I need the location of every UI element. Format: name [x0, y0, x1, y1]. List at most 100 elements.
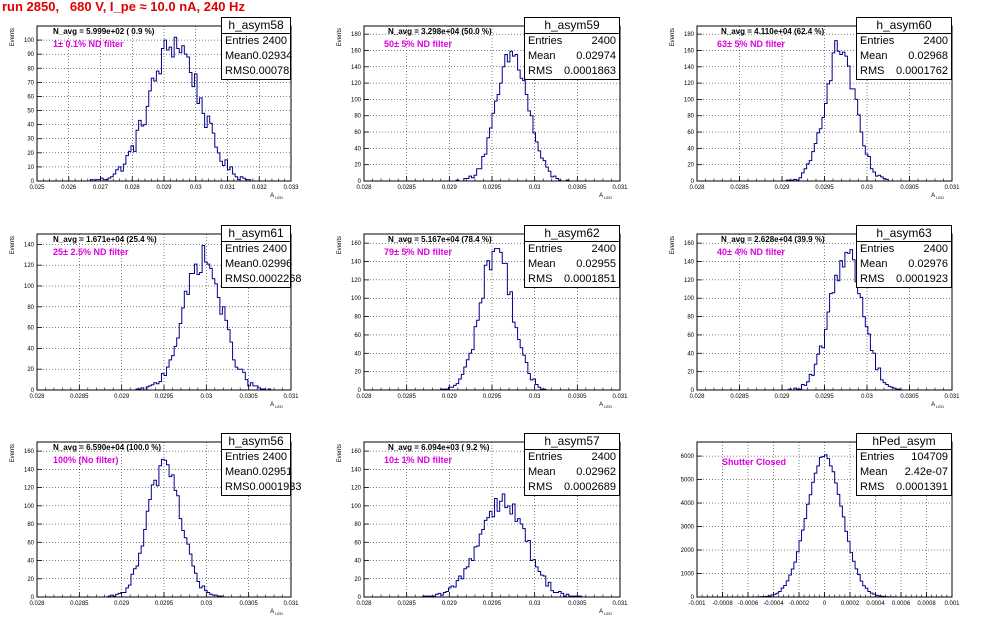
stats-box: h_asym58 Entries 2400 Mean 0.02934 RMS 0.00078 [221, 17, 292, 80]
x-tick-label: 0.028 [29, 394, 45, 400]
y-tick-label: 160 [351, 48, 362, 54]
y-tick-label: 80 [687, 114, 694, 120]
y-tick-label: 40 [687, 146, 694, 152]
x-tick-label: 0.028 [356, 394, 372, 400]
y-tick-label: 2000 [681, 548, 695, 554]
x-tick-label: 0.0285 [397, 394, 416, 400]
x-axis-title: A LED [599, 609, 612, 616]
y-tick-label: 120 [684, 81, 695, 87]
stats-box: h_asym63 Entries 2400 Mean 0.02976 RMS 0.00019… [856, 225, 952, 288]
x-tick-label: 0.029 [156, 185, 172, 191]
y-tick-label: 180 [351, 32, 362, 38]
x-tick-label: 0.031 [612, 394, 628, 400]
y-tick-label: 100 [24, 38, 35, 44]
stats-key: RMS [860, 481, 885, 493]
y-tick-label: 0 [31, 595, 35, 601]
stats-key: RMS [860, 65, 885, 77]
stats-box: hPed_asym Entries 104709 Mean 2.42e-07 RMS 0.0… [856, 433, 952, 496]
y-tick-label: 80 [354, 315, 361, 321]
y-tick-label: 100 [351, 97, 362, 103]
x-tick-label: 0.0285 [70, 394, 89, 400]
y-tick-label: 20 [27, 151, 34, 157]
y-tick-label: 0 [31, 179, 35, 185]
stats-key: RMS [225, 65, 250, 77]
x-tick-label: 0.0305 [900, 185, 919, 191]
stats-value: 0.02962 [576, 466, 616, 478]
y-axis-title: Events [670, 28, 676, 46]
stats-value: 0.0002268 [249, 273, 302, 285]
stats-row-mean: Mean 0.02934 [222, 49, 292, 64]
x-tick-label: 0.0305 [239, 601, 258, 607]
y-tick-label: 0 [691, 179, 695, 185]
y-tick-label: 3000 [681, 525, 695, 531]
y-tick-label: 20 [687, 163, 694, 169]
x-tick-label: 0.0008 [917, 601, 936, 607]
histogram-line [364, 493, 620, 598]
navg-label: N_avg = 6.590e+04 (100.0 %) [53, 443, 161, 452]
x-tick-label: 0.0295 [483, 185, 502, 191]
x-tick-label: 0.031 [220, 185, 236, 191]
y-tick-label: 80 [27, 522, 34, 528]
stats-row-rms: RMS 0.0002689 [525, 480, 619, 495]
y-tick-label: 0 [31, 388, 35, 394]
stats-row-entries: Entries 2400 [525, 242, 619, 257]
y-tick-label: 140 [684, 260, 695, 266]
x-tick-label: 0.001 [944, 601, 960, 607]
stats-value: 0.0001923 [896, 273, 948, 285]
stats-value: 2400 [923, 243, 948, 255]
y-tick-label: 120 [351, 81, 362, 87]
y-tick-label: 100 [684, 296, 695, 302]
stats-box: h_asym61 Entries 2400 Mean 0.02996 RMS 0.00022… [221, 225, 301, 288]
stats-title: h_asym59 [525, 18, 619, 34]
x-tick-label: 0.031 [283, 601, 299, 607]
y-tick-label: 120 [24, 263, 35, 269]
x-tick-label: 0.029 [774, 185, 790, 191]
navg-label: N_avg = 1.671e+04 (25.4 %) [53, 235, 157, 244]
y-tick-label: 50 [27, 109, 34, 115]
x-tick-label: 0.033 [283, 185, 299, 191]
y-tick-label: 40 [27, 346, 34, 352]
y-tick-label: 140 [351, 467, 362, 473]
filter-label: 50± 5% ND filter [384, 39, 452, 49]
histogram-line [37, 36, 291, 182]
navg-label: N_avg = 3.298e+04 (50.0 %) [388, 27, 492, 36]
x-tick-label: 0.03 [861, 394, 873, 400]
x-tick-label: 0.027 [93, 185, 109, 191]
stats-title: hPed_asym [857, 434, 951, 450]
y-tick-label: 160 [684, 48, 695, 54]
stats-row-rms: RMS 0.0001851 [525, 272, 619, 287]
x-axis-title: A LED [599, 193, 612, 200]
stats-value: 0.02996 [252, 258, 293, 270]
y-tick-label: 80 [27, 305, 34, 311]
filter-label: 40± 4% ND filter [717, 247, 785, 257]
filter-label: 79± 5% ND filter [384, 247, 452, 257]
y-tick-label: 40 [27, 123, 34, 129]
stats-key: Mean [860, 50, 888, 62]
stats-title: h_asym58 [222, 18, 290, 34]
stats-box: h_asym59 Entries 2400 Mean 0.02974 RMS 0.00018… [524, 17, 620, 80]
y-axis-title: Events [337, 444, 343, 462]
stats-key: Entries [225, 451, 260, 463]
x-tick-label: 0.0295 [155, 601, 174, 607]
stats-row-rms: RMS 0.0001762 [857, 64, 951, 79]
stats-value: 2400 [262, 35, 287, 47]
y-tick-label: 80 [687, 315, 694, 321]
y-tick-label: 80 [27, 66, 34, 72]
x-tick-label: 0.026 [61, 185, 77, 191]
y-tick-label: 80 [354, 114, 361, 120]
stats-row-entries: Entries 2400 [857, 34, 951, 49]
x-tick-label: 0.0295 [483, 394, 502, 400]
stats-value: 2400 [591, 451, 616, 463]
x-tick-label: 0.0285 [397, 185, 416, 191]
stats-row-entries: Entries 2400 [525, 34, 619, 49]
y-tick-label: 4000 [681, 501, 695, 507]
stats-row-entries: Entries 2400 [222, 34, 290, 49]
stats-key: Mean [528, 50, 556, 62]
y-tick-label: 60 [27, 540, 34, 546]
navg-label: N_avg = 5.167e+04 (78.4 %) [388, 235, 492, 244]
stats-value: 2400 [262, 243, 287, 255]
y-tick-label: 60 [27, 94, 34, 100]
x-axis-title: A LED [599, 402, 612, 409]
stats-row-mean: Mean 0.02962 [525, 465, 619, 480]
